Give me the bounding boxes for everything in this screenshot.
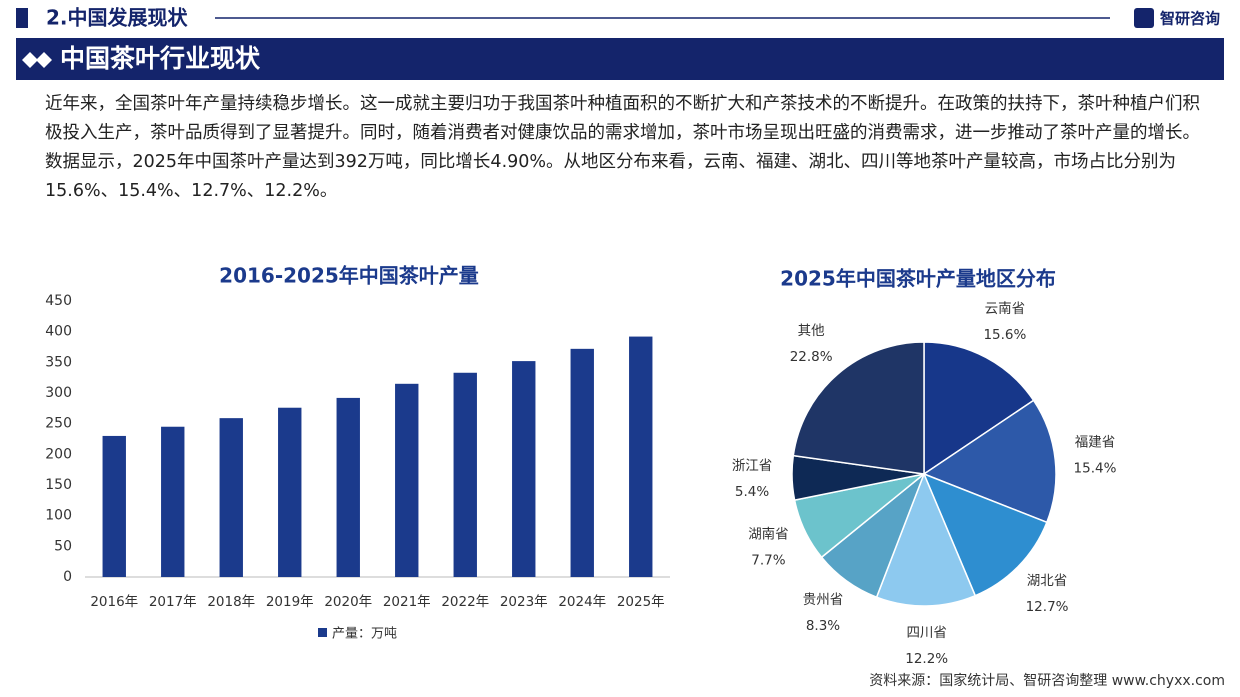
banner-icon [22,52,52,68]
bar [629,336,653,577]
slice-value: 8.3% [806,618,840,634]
chart-title: 2016-2025年中国茶叶产量 [219,264,479,288]
chart-title: 2025年中国茶叶产量地区分布 [780,267,1056,291]
y-tick-label: 0 [63,569,72,585]
bar [453,372,477,577]
slice-value: 12.7% [1026,599,1069,615]
slice-label: 贵州省 [803,592,844,608]
paragraph: 近年来，全国茶叶年产量持续稳步增长。这一成就主要归功于我国茶叶种植面积的不断扩大… [45,94,1200,201]
y-tick-label: 450 [45,293,72,309]
slice-label: 福建省 [1075,434,1116,450]
legend-label: 产量：万吨 [332,627,397,642]
section-title: 2.中国发展现状 [46,6,189,30]
slice-label: 湖北省 [1027,573,1068,589]
pie-slice [923,341,1035,476]
slice-value: 12.2% [905,651,948,667]
bar [395,383,419,577]
slice-label: 其他 [798,323,825,339]
logo-icon [1134,8,1154,28]
slice-value: 7.7% [751,552,785,568]
x-tick-label: 2022年 [441,594,489,610]
banner-title: 中国茶叶行业现状 [60,44,261,73]
y-tick-label: 200 [45,446,72,462]
x-tick-label: 2023年 [500,594,548,610]
y-tick-label: 150 [45,477,72,493]
section-icon [16,8,28,28]
bar [278,407,302,577]
bar [336,397,360,577]
legend-swatch [318,628,327,637]
pie-slice [922,472,1048,597]
slice-value: 15.4% [1074,460,1117,476]
bar [102,435,126,577]
slice-label: 浙江省 [732,458,773,474]
x-tick-label: 2017年 [149,594,197,610]
x-tick-label: 2016年 [90,594,138,610]
y-tick-label: 300 [45,385,72,401]
x-tick-label: 2019年 [266,594,314,610]
x-tick-label: 2021年 [383,594,431,610]
bar [570,348,594,577]
pie-slice [922,399,1057,524]
y-tick-label: 250 [45,416,72,432]
x-tick-label: 2025年 [617,594,665,610]
y-tick-label: 50 [54,538,72,554]
pie-slice [875,471,977,607]
bar [219,418,243,577]
slice-label: 云南省 [985,301,1026,317]
slice-value: 15.6% [983,327,1026,343]
x-tick-label: 2020年 [324,594,372,610]
pie-slice [792,341,925,475]
x-tick-label: 2018年 [207,594,255,610]
source: 资料来源：国家统计局、智研咨询整理 www.chyxx.com [869,672,1225,689]
banner [16,38,1224,80]
slice-label: 四川省 [906,625,947,641]
bar [161,426,185,577]
y-tick-label: 100 [45,508,72,524]
slice-value: 22.8% [790,349,833,365]
slice-label: 湖南省 [748,526,789,542]
y-tick-label: 400 [45,324,72,340]
bar [512,361,536,577]
logo-text: 智研咨询 [1160,10,1220,28]
slice-value: 5.4% [735,484,769,500]
y-tick-label: 350 [45,354,72,370]
x-tick-label: 2024年 [558,594,606,610]
